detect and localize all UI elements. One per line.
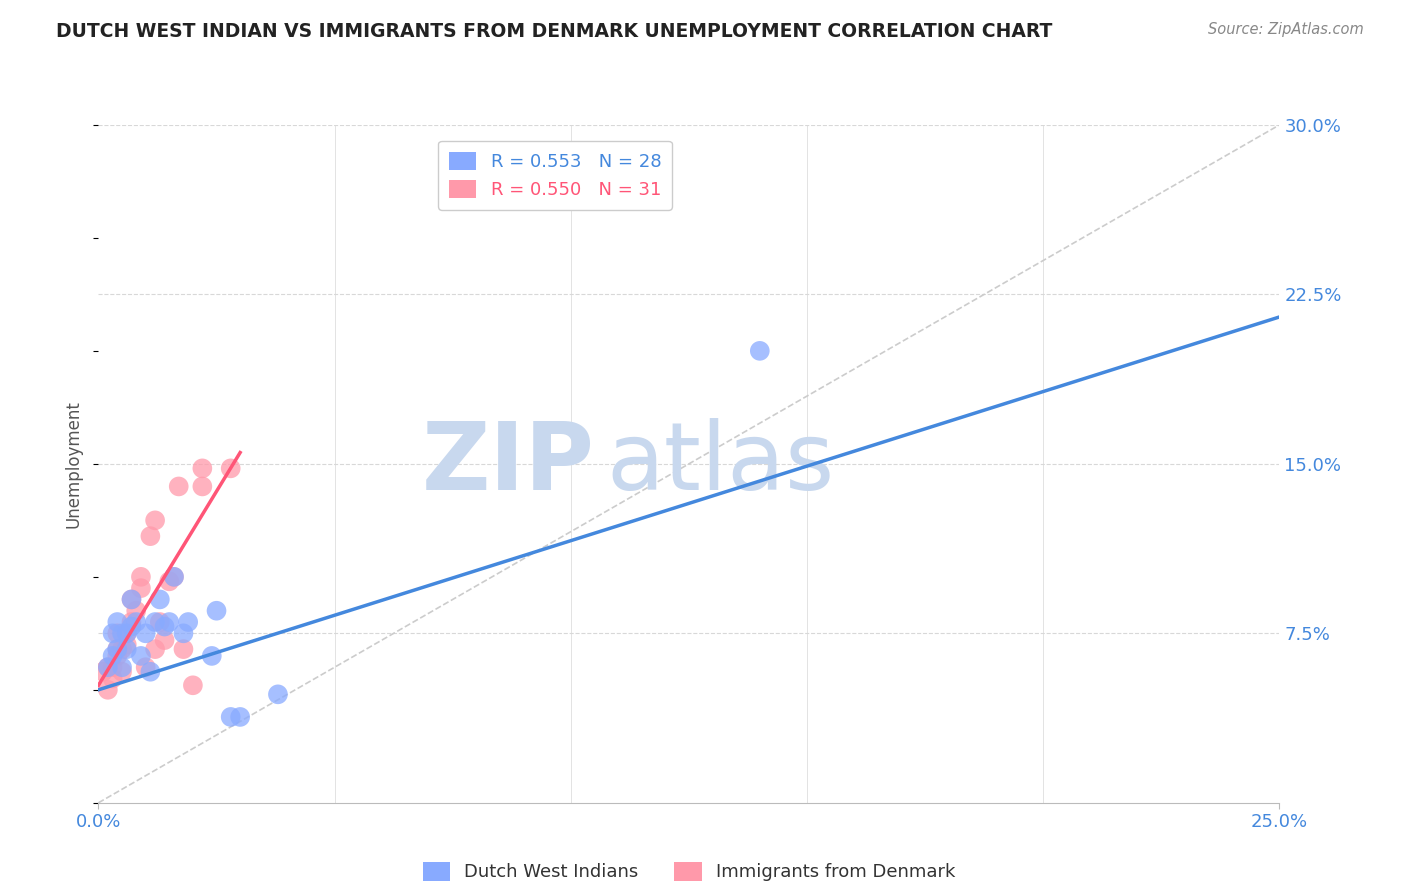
- Point: [125, 615, 148, 629]
- Point: [201, 648, 224, 663]
- Point: [172, 642, 194, 657]
- Point: [143, 513, 166, 527]
- Point: [172, 626, 194, 640]
- Point: [121, 592, 143, 607]
- Point: [267, 687, 290, 701]
- Point: [115, 626, 138, 640]
- Point: [135, 626, 157, 640]
- Point: [219, 461, 242, 475]
- Point: [153, 619, 176, 633]
- Text: ZIP: ZIP: [422, 417, 595, 510]
- Point: [115, 638, 138, 652]
- Point: [143, 615, 166, 629]
- Point: [101, 648, 124, 663]
- Point: [111, 660, 134, 674]
- Point: [177, 615, 200, 629]
- Point: [157, 574, 180, 589]
- Point: [135, 660, 157, 674]
- Point: [129, 648, 152, 663]
- Point: [229, 710, 252, 724]
- Point: [181, 678, 204, 692]
- Text: Source: ZipAtlas.com: Source: ZipAtlas.com: [1208, 22, 1364, 37]
- Point: [129, 581, 152, 595]
- Point: [129, 570, 152, 584]
- Point: [153, 633, 176, 648]
- Text: atlas: atlas: [606, 417, 835, 510]
- Point: [121, 592, 143, 607]
- Point: [205, 604, 228, 618]
- Point: [149, 615, 172, 629]
- Point: [191, 461, 214, 475]
- Point: [91, 665, 114, 679]
- Point: [163, 570, 186, 584]
- Point: [111, 665, 134, 679]
- Point: [105, 626, 128, 640]
- Point: [105, 642, 128, 657]
- Point: [149, 592, 172, 607]
- Point: [105, 642, 128, 657]
- Point: [115, 642, 138, 657]
- Point: [97, 660, 120, 674]
- Point: [111, 626, 134, 640]
- Point: [163, 570, 186, 584]
- Point: [125, 604, 148, 618]
- Y-axis label: Unemployment: Unemployment: [65, 400, 83, 528]
- Point: [105, 615, 128, 629]
- Text: DUTCH WEST INDIAN VS IMMIGRANTS FROM DENMARK UNEMPLOYMENT CORRELATION CHART: DUTCH WEST INDIAN VS IMMIGRANTS FROM DEN…: [56, 22, 1053, 41]
- Point: [101, 672, 124, 686]
- Point: [101, 660, 124, 674]
- Point: [111, 642, 134, 657]
- Point: [167, 479, 190, 493]
- Point: [219, 710, 242, 724]
- Point: [101, 626, 124, 640]
- Point: [97, 682, 120, 697]
- Point: [115, 626, 138, 640]
- Point: [139, 529, 162, 543]
- Point: [191, 479, 214, 493]
- Point: [157, 615, 180, 629]
- Point: [121, 619, 143, 633]
- Point: [143, 642, 166, 657]
- Point: [105, 648, 128, 663]
- Point: [97, 660, 120, 674]
- Point: [139, 665, 162, 679]
- Legend: Dutch West Indians, Immigrants from Denmark: Dutch West Indians, Immigrants from Denm…: [415, 855, 963, 888]
- Point: [748, 343, 770, 358]
- Point: [121, 615, 143, 629]
